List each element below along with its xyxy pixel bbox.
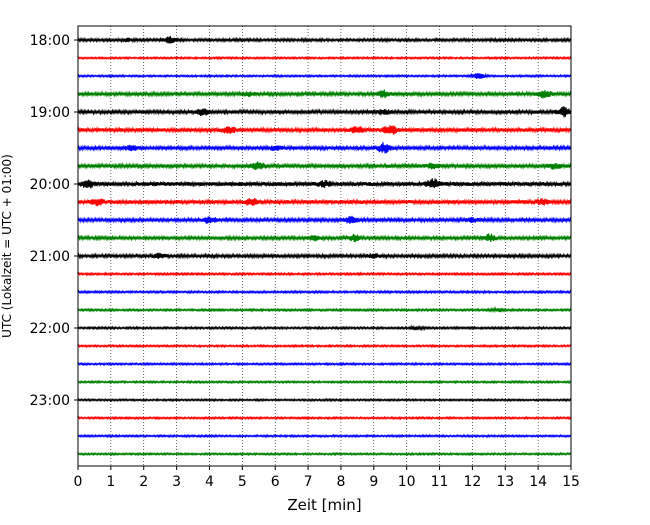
trace-2115 [77,271,572,277]
x-tick-label: 1 [106,474,115,490]
x-tick-label: 0 [74,474,83,490]
trace-2345 [77,451,572,457]
trace-2315 [77,415,572,421]
y-axis-ticks: 18:00 19:00 20:00 21:00 22:00 23:00 [30,33,78,409]
trace-1800 [77,35,572,44]
x-tick-label: 5 [238,474,247,490]
x-axis-ticks: 0 1 2 3 4 5 6 7 8 9 10 11 12 13 14 15 [74,466,580,490]
y-tick-label: 19:00 [30,105,70,121]
trace-2330 [77,433,572,439]
trace-2030 [77,215,572,224]
x-tick-label: 10 [398,474,416,490]
trace-2145 [77,306,572,314]
x-tick-label: 14 [529,474,547,490]
trace-1830 [77,72,572,80]
x-tick-label: 12 [463,474,481,490]
trace-1845 [77,89,572,99]
trace-2245 [77,379,572,385]
seismic-traces [77,35,572,457]
trace-2130 [77,289,572,295]
trace-1900 [77,106,572,118]
x-tick-label: 7 [304,474,313,490]
y-tick-label: 18:00 [30,33,70,49]
trace-2200 [77,324,572,332]
y-tick-label: 23:00 [30,393,70,409]
trace-1915 [77,125,572,135]
y-tick-label: 22:00 [30,321,70,337]
trace-2015 [77,197,572,207]
trace-2230 [77,361,572,367]
x-tick-label: 6 [271,474,280,490]
x-tick-label: 4 [205,474,214,490]
x-tick-label: 8 [336,474,345,490]
x-tick-label: 13 [496,474,514,490]
trace-1945 [77,161,572,170]
trace-2100 [77,252,572,260]
trace-2000 [77,178,572,189]
trace-1930 [77,142,572,154]
x-tick-label: 15 [562,474,580,490]
x-tick-label: 3 [172,474,181,490]
x-tick-label: 9 [369,474,378,490]
y-tick-label: 21:00 [30,249,70,265]
plot-frame [77,25,572,467]
x-gridlines [110,26,539,466]
trace-2215 [77,343,572,349]
trace-2300 [77,397,572,403]
y-tick-label: 20:00 [30,177,70,193]
x-axis-label: Zeit [min] [287,496,361,514]
y-axis-label: UTC (Lokalzeit = UTC + 01:00) [0,154,14,338]
x-tick-label: 2 [139,474,148,490]
trace-2045 [77,233,572,243]
x-tick-label: 11 [431,474,449,490]
trace-1815 [77,55,572,61]
